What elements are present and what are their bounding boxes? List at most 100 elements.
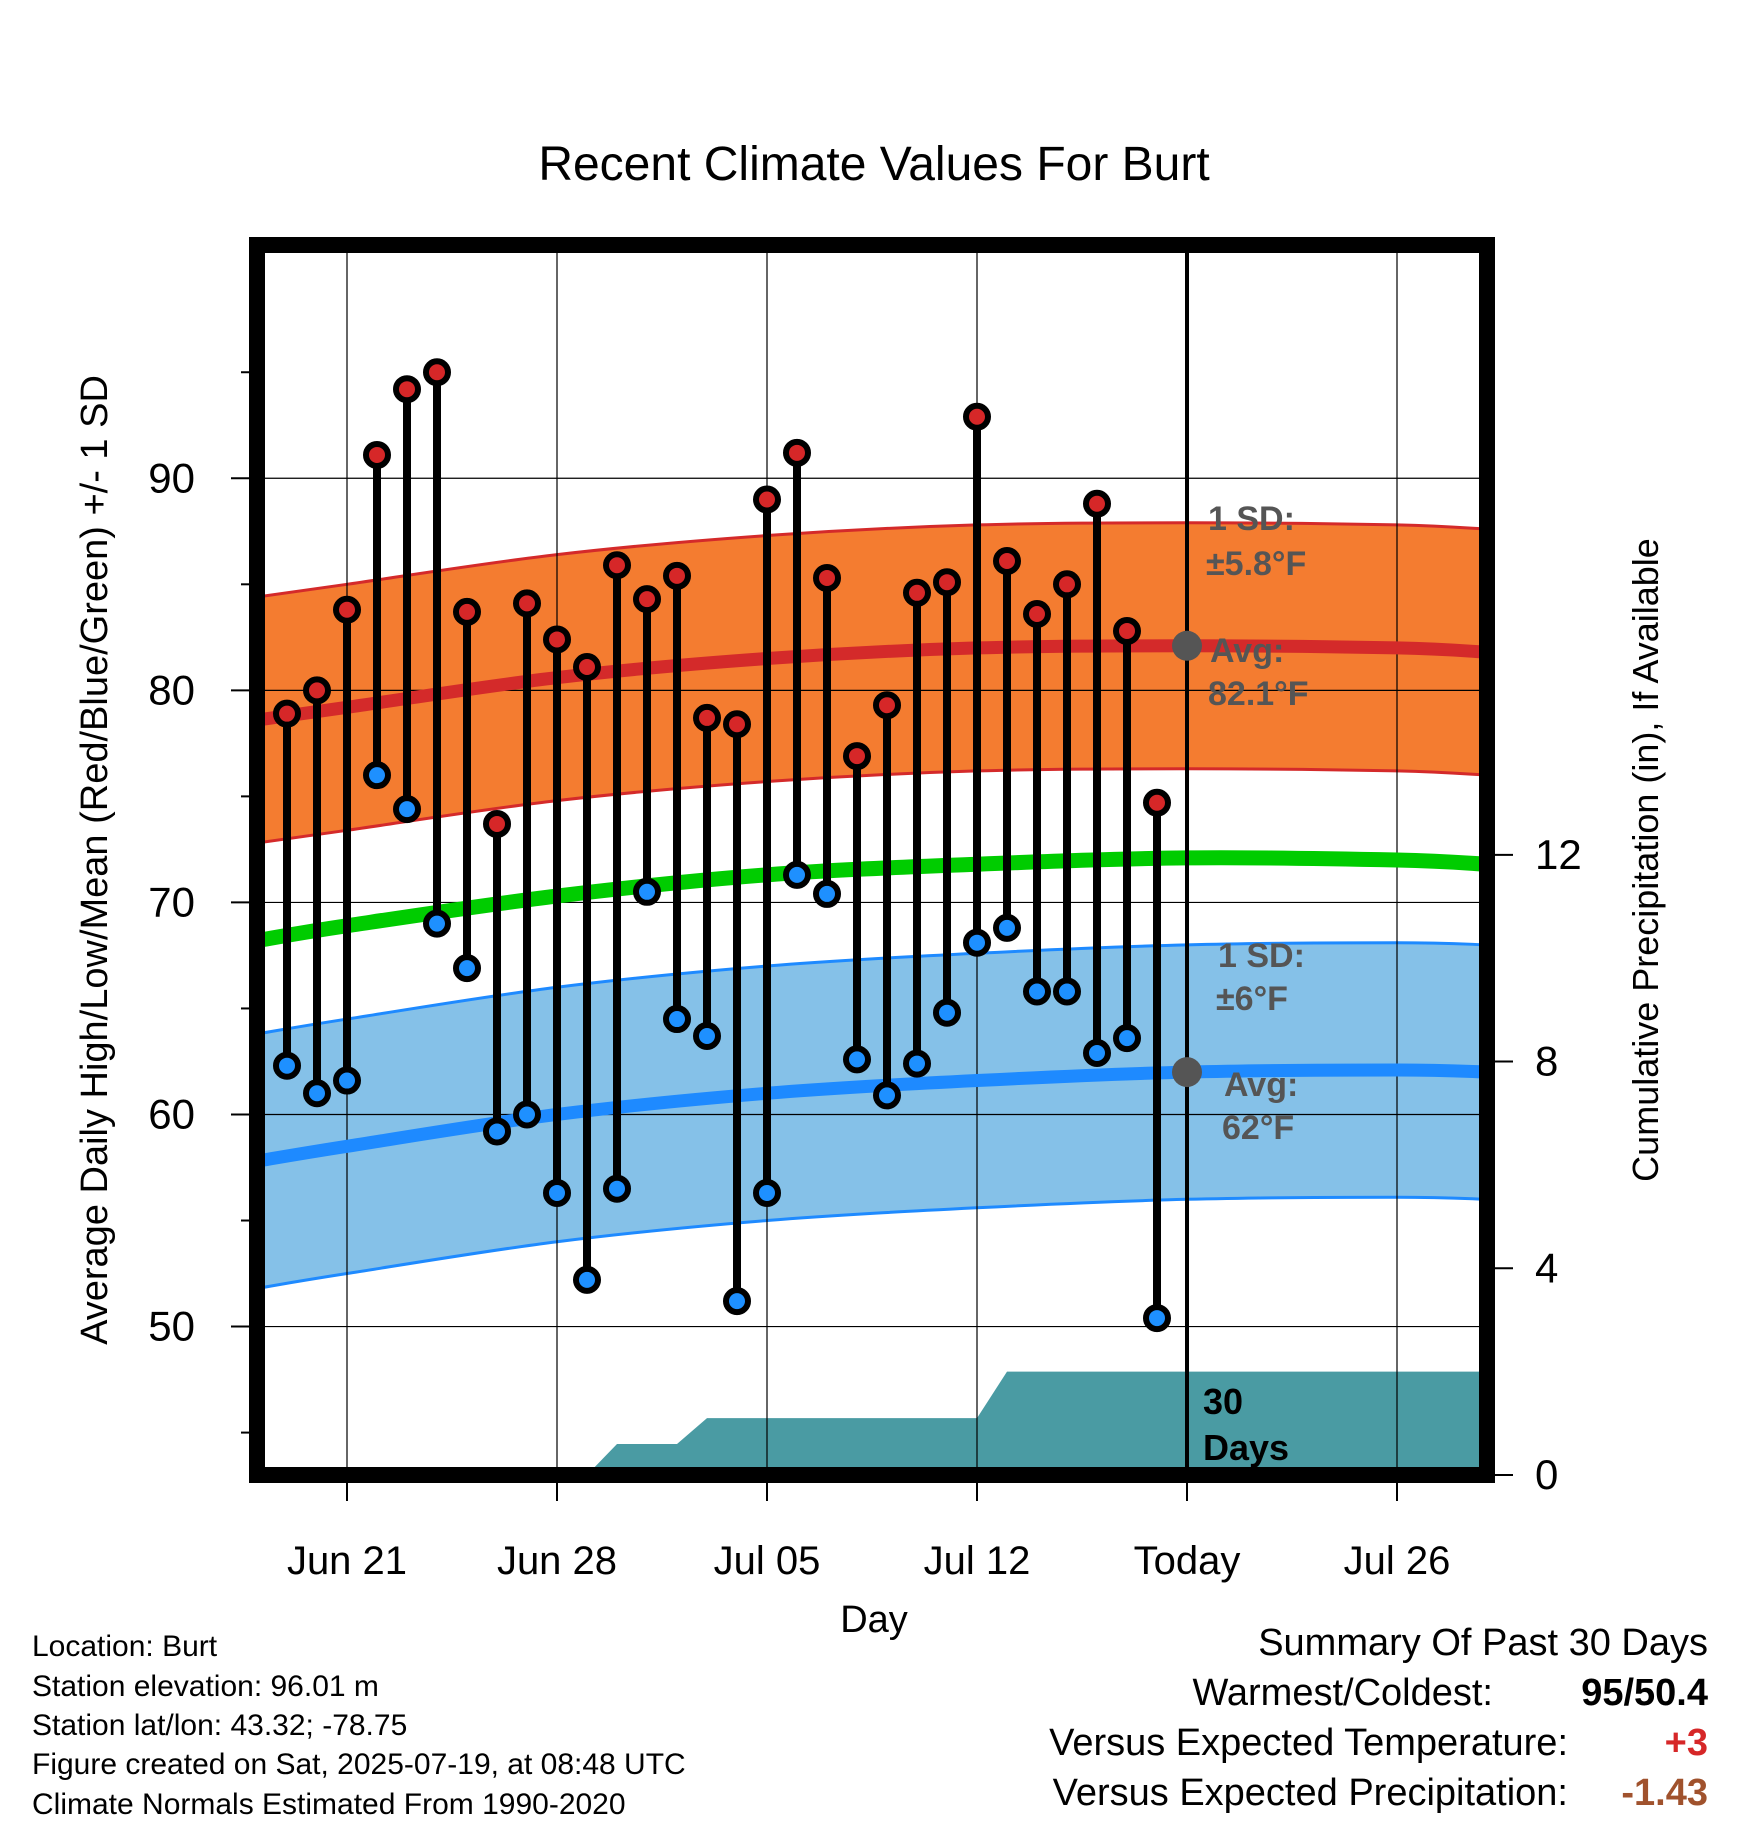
low-avg-line xyxy=(257,1063,1487,1168)
low-point xyxy=(843,1045,871,1074)
high-point xyxy=(693,703,721,732)
low-point xyxy=(393,795,421,824)
low-point xyxy=(1023,977,1051,1006)
y2-tick-label: 12 xyxy=(1535,831,1582,878)
y2-tick-label: 4 xyxy=(1535,1244,1558,1291)
low-point xyxy=(453,954,481,983)
y2-axis-label: Cumulative Precipitation (in), If Availa… xyxy=(1625,538,1666,1182)
high-point xyxy=(513,589,541,618)
low-point xyxy=(693,1022,721,1051)
daily-stems xyxy=(273,358,1171,1333)
low-point xyxy=(993,913,1021,942)
low-point xyxy=(1113,1024,1141,1053)
high-point xyxy=(873,691,901,720)
low-point xyxy=(333,1066,361,1095)
low-point xyxy=(873,1081,901,1110)
y-tick-label: 90 xyxy=(148,454,195,501)
high-point xyxy=(723,710,751,739)
today-low-normal-marker xyxy=(1172,1057,1202,1088)
y-tick-label: 50 xyxy=(148,1303,195,1350)
high-point xyxy=(603,551,631,580)
x-tick-label: Jun 21 xyxy=(287,1539,407,1583)
low-point xyxy=(363,761,391,790)
summary-warm-cold-label: Warmest/Coldest: xyxy=(1192,1672,1493,1714)
high-point xyxy=(393,375,421,404)
summary-precip-value: -1.43 xyxy=(1621,1772,1708,1814)
high-point xyxy=(663,561,691,590)
low-point xyxy=(603,1174,631,1203)
high-avg-value: 82.1°F xyxy=(1208,675,1309,713)
high-point xyxy=(813,563,841,592)
low-point xyxy=(903,1049,931,1078)
high-sd-title: 1 SD: xyxy=(1208,500,1295,538)
y2-tick-label: 8 xyxy=(1535,1038,1558,1085)
plot-area: 1 SD: ±5.8°F Avg: 82.1°F 1 SD: ±6°F Avg: 62°F 30… xyxy=(148,237,1582,1583)
high-point xyxy=(483,809,511,838)
x-axis-label: Day xyxy=(840,1599,908,1641)
low-point xyxy=(573,1265,601,1294)
high-point xyxy=(423,358,451,387)
summary-precip-label: Versus Expected Precipitation: xyxy=(1052,1772,1568,1814)
high-point xyxy=(273,699,301,728)
low-point xyxy=(273,1051,301,1080)
x-tick-label: Jul 12 xyxy=(924,1539,1031,1583)
info-location: Location: Burt xyxy=(32,1630,218,1663)
low-sd-value: ±6°F xyxy=(1216,980,1288,1018)
y-tick-label: 70 xyxy=(148,878,195,925)
high-point xyxy=(963,402,991,431)
low-point xyxy=(933,998,961,1027)
high-point xyxy=(783,438,811,467)
low-point xyxy=(963,928,991,957)
mean-avg-line xyxy=(257,850,1487,948)
high-point xyxy=(1143,788,1171,817)
info-elevation: Station elevation: 96.01 m xyxy=(32,1670,379,1703)
low-point xyxy=(633,877,661,906)
x-tick-label: Jun 28 xyxy=(497,1539,617,1583)
summary-temp-value: +3 xyxy=(1664,1722,1708,1764)
low-avg-title: Avg: xyxy=(1224,1066,1298,1104)
high-point xyxy=(333,595,361,624)
high-point xyxy=(1113,616,1141,645)
precip-area xyxy=(257,1371,1487,1475)
high-sd-value: ±5.8°F xyxy=(1206,545,1306,583)
x-tick-label: Jul 05 xyxy=(714,1539,821,1583)
high-point xyxy=(753,485,781,514)
high-point xyxy=(933,568,961,597)
info-normals: Climate Normals Estimated From 1990-2020 xyxy=(32,1788,626,1821)
low-point xyxy=(783,860,811,889)
x-tick-label: Today xyxy=(1134,1539,1241,1583)
x-tick-label: Jul 26 xyxy=(1344,1539,1451,1583)
high-sd-band xyxy=(257,521,1487,845)
info-latlon: Station lat/lon: 43.32; -78.75 xyxy=(32,1709,408,1742)
summary-warm-cold-value: 95/50.4 xyxy=(1581,1672,1708,1714)
low-point xyxy=(423,909,451,938)
low-sd-title: 1 SD: xyxy=(1218,937,1305,975)
low-point xyxy=(303,1079,331,1108)
low-point xyxy=(753,1178,781,1207)
plot-frame xyxy=(249,237,1495,1483)
info-created: Figure created on Sat, 2025-07-19, at 08… xyxy=(32,1748,686,1781)
plot-content xyxy=(257,245,1487,1475)
high-point xyxy=(453,597,481,626)
low-point xyxy=(543,1178,571,1207)
y-tick-label: 80 xyxy=(148,666,195,713)
high-point xyxy=(543,625,571,654)
summary-temp-label: Versus Expected Temperature: xyxy=(1049,1722,1568,1764)
chart-title: Recent Climate Values For Burt xyxy=(538,138,1209,191)
low-avg-value: 62°F xyxy=(1222,1109,1294,1147)
axis-ticks: 50 60 70 80 90 0 4 8 12 Jun 21 Jun 28 Jul 05 Jul 12 T… xyxy=(148,371,1582,1583)
low-point xyxy=(1053,977,1081,1006)
low-point xyxy=(813,879,841,908)
today-high-normal-marker xyxy=(1172,630,1202,661)
days-label-line2: Days xyxy=(1203,1427,1289,1468)
high-point xyxy=(1053,570,1081,599)
y-tick-label: 60 xyxy=(148,1090,195,1137)
high-point xyxy=(843,742,871,771)
low-point xyxy=(723,1287,751,1316)
high-point xyxy=(633,585,661,614)
low-sd-band xyxy=(257,941,1487,1290)
summary-title: Summary Of Past 30 Days xyxy=(1258,1622,1708,1664)
high-point xyxy=(903,578,931,607)
high-point xyxy=(993,546,1021,575)
